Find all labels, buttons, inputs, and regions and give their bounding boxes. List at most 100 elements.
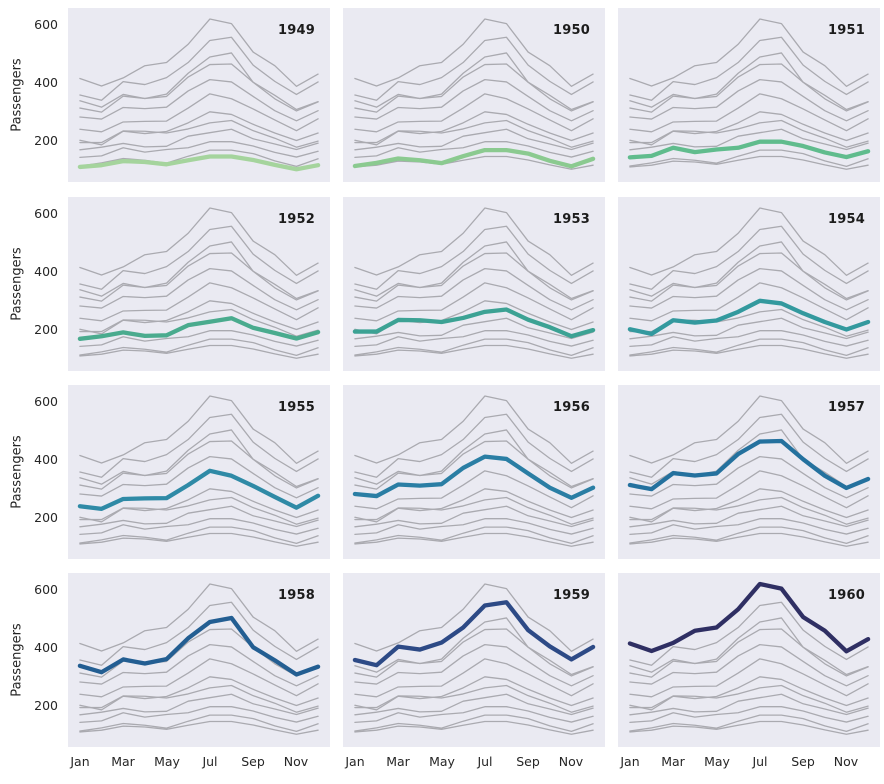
background-series-line-1958 (354, 241, 594, 300)
background-series-line-1951 (354, 141, 594, 159)
facet-year-label-1957: 1957 (828, 400, 865, 415)
facet-year-label-1960: 1960 (828, 588, 865, 603)
y-tick-label-400: 400 (34, 452, 58, 467)
y-tick-label-200: 200 (34, 510, 58, 525)
background-series-line-1949 (79, 532, 319, 547)
x-tick-label-May: May (154, 754, 180, 769)
background-series-line-1957 (79, 440, 319, 490)
background-series-line-1951 (79, 518, 319, 536)
background-series-line-1954 (79, 300, 319, 335)
background-series-line-1955 (354, 658, 594, 698)
x-tick-label-May: May (704, 754, 730, 769)
background-series-line-1954 (79, 111, 319, 146)
facet-plot-1953 (352, 207, 596, 359)
background-series-line-1954 (354, 676, 594, 711)
background-series-line-1957 (629, 628, 869, 678)
facet-1958: 1958 (68, 573, 330, 747)
background-series-line-1956 (354, 267, 594, 311)
background-series-line-1950 (79, 526, 319, 544)
background-series-line-1949 (629, 344, 869, 359)
y-axis-label: Passengers (9, 247, 25, 321)
background-series-line-1949 (354, 532, 594, 547)
facet-plot-1950 (352, 18, 596, 170)
y-tick-label-200: 200 (34, 133, 58, 148)
background-series-line-1951 (79, 706, 319, 724)
background-series-line-1952 (629, 505, 869, 528)
facet-1956: 1956 (343, 385, 605, 559)
background-series-line-1958 (79, 52, 319, 111)
background-series-line-1956 (629, 643, 869, 687)
background-series-line-1958 (79, 429, 319, 488)
x-tick-label-Nov: Nov (833, 754, 859, 769)
background-series-line-1949 (629, 532, 869, 547)
facet-plot-1949 (77, 18, 321, 172)
facet-plot-1957 (627, 395, 871, 547)
y-tick-label-400: 400 (34, 640, 58, 655)
background-series-line-1960 (629, 207, 869, 276)
background-series-line-1959 (629, 413, 869, 478)
background-series-line-1950 (354, 338, 594, 356)
facet-plot-1958 (77, 583, 321, 735)
highlight-line-1950 (352, 147, 596, 169)
facet-1954: 1954 (618, 197, 880, 371)
x-tick-label-Jul: Jul (202, 754, 218, 769)
y-tick-label-600: 600 (34, 17, 58, 32)
x-tick-label-May: May (429, 754, 455, 769)
facet-1952: 1952 (68, 197, 330, 371)
background-series-line-1949 (354, 720, 594, 735)
facet-1955: 1955 (68, 385, 330, 559)
highlight-line-1949 (77, 154, 321, 172)
background-series-line-1950 (629, 714, 869, 732)
background-series-line-1950 (354, 714, 594, 732)
background-series-line-1950 (79, 338, 319, 356)
highlight-line-1952 (77, 316, 321, 341)
background-series-line-1960 (79, 207, 319, 276)
highlight-line-1959 (352, 600, 596, 668)
background-series-line-1951 (354, 518, 594, 536)
x-tick-label-Jan: Jan (345, 754, 365, 769)
background-series-line-1956 (79, 78, 319, 122)
highlight-line-1953 (352, 307, 596, 339)
background-series-line-1957 (354, 63, 594, 113)
y-axis-label: Passengers (9, 623, 25, 697)
facet-year-label-1959: 1959 (553, 588, 590, 603)
background-series-line-1950 (79, 714, 319, 732)
background-series-line-1949 (629, 155, 869, 170)
facet-year-label-1956: 1956 (553, 400, 590, 415)
y-tick-label-200: 200 (34, 698, 58, 713)
background-series-line-1954 (629, 488, 869, 523)
x-tick-label-Nov: Nov (283, 754, 309, 769)
highlight-line-1957 (627, 438, 871, 492)
facet-year-label-1954: 1954 (828, 212, 865, 227)
highlight-line-1956 (352, 454, 596, 500)
background-series-line-1960 (79, 18, 319, 87)
background-series-line-1951 (354, 330, 594, 348)
facet-year-label-1955: 1955 (278, 400, 315, 415)
background-series-line-1956 (79, 643, 319, 687)
background-series-line-1955 (629, 658, 869, 698)
highlight-line-1955 (77, 468, 321, 511)
background-series-line-1951 (354, 706, 594, 724)
x-tick-label-Jul: Jul (752, 754, 768, 769)
background-series-line-1958 (629, 52, 869, 111)
background-series-line-1952 (629, 317, 869, 340)
facet-year-label-1953: 1953 (553, 212, 590, 227)
background-series-line-1952 (629, 128, 869, 151)
facet-plot-1960 (627, 581, 871, 735)
background-series-line-1950 (79, 149, 319, 167)
background-series-line-1960 (354, 18, 594, 87)
highlight-line-1958 (77, 615, 321, 677)
facet-plot-1952 (77, 207, 321, 359)
y-tick-label-400: 400 (34, 264, 58, 279)
background-series-line-1955 (79, 93, 319, 133)
background-series-line-1949 (79, 344, 319, 359)
y-tick-label-600: 600 (34, 394, 58, 409)
background-series-line-1951 (629, 518, 869, 536)
background-series-line-1951 (629, 706, 869, 724)
facet-plot-1959 (352, 583, 596, 735)
background-series-line-1954 (79, 676, 319, 711)
facet-plot-1954 (627, 207, 871, 359)
background-series-line-1958 (629, 617, 869, 676)
background-series-line-1956 (629, 78, 869, 122)
